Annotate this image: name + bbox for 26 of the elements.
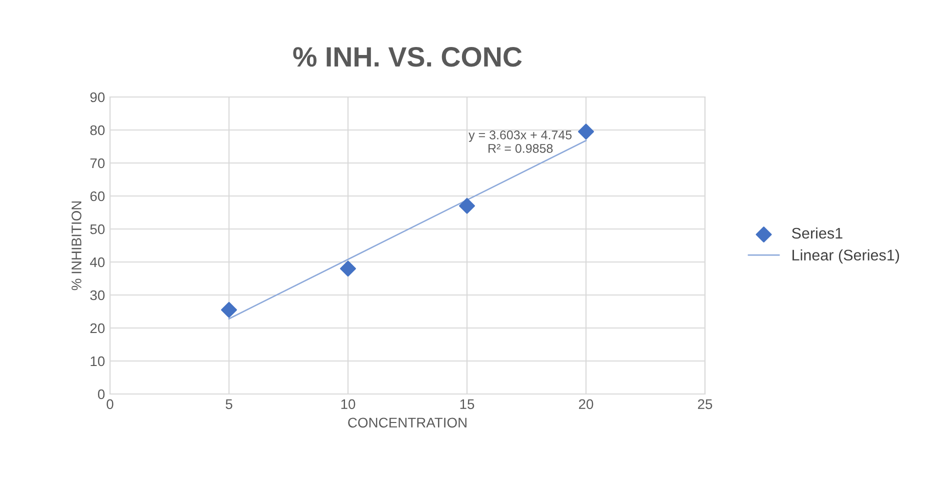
point — [459, 198, 475, 214]
y-axis-title: % INHIBITION — [72, 201, 82, 290]
y-tick-label: 30 — [90, 290, 105, 300]
point — [221, 302, 237, 318]
y-tick-label: 40 — [90, 257, 105, 268]
x-tick-label: 20 — [578, 399, 594, 410]
y-tick-label: 10 — [90, 356, 105, 366]
chart-title: % INH. VS. CONC — [293, 47, 522, 67]
x-axis-title: CONCENTRATION — [348, 418, 466, 428]
annotation: y = 3.603x + 4.745 R² = 0.9858 — [468, 130, 572, 153]
x-tick-label: 10 — [341, 399, 356, 410]
y-tick-label: 0 — [98, 389, 105, 400]
y-tick-label: 20 — [90, 323, 105, 334]
legend-label: Linear (Series1) — [792, 249, 900, 264]
y-tick-label: 70 — [90, 158, 105, 168]
point — [578, 124, 594, 140]
y-tick-label: 90 — [90, 92, 105, 102]
x-tick-label: 25 — [698, 399, 712, 410]
x-tick-label: 15 — [460, 399, 474, 410]
y-tick-label: 80 — [90, 125, 105, 136]
x-tick-label: 0 — [106, 399, 114, 410]
x-tick-label: 5 — [226, 399, 232, 410]
point — [340, 260, 356, 277]
legend-label: Series1 — [792, 227, 842, 239]
y-tick-label: 60 — [90, 191, 105, 202]
y-tick-label: 50 — [90, 224, 105, 234]
